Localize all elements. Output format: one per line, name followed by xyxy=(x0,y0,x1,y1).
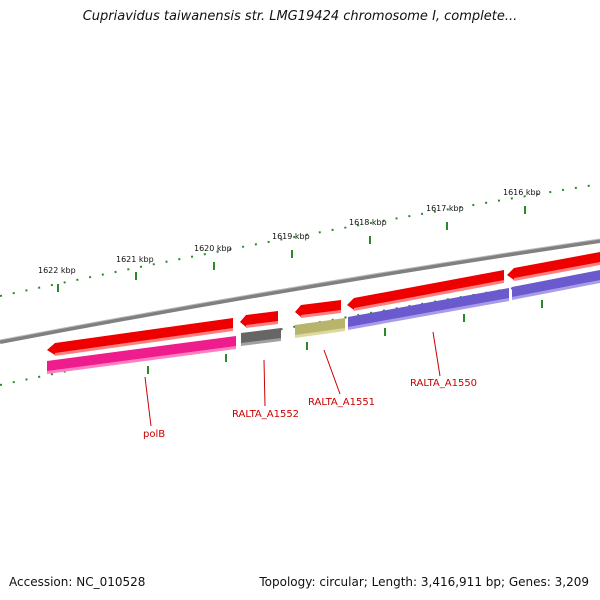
kbp-label-1616: 1616 kbp xyxy=(503,188,541,197)
cds-arrow[interactable] xyxy=(47,318,233,355)
gene-block[interactable] xyxy=(512,270,600,299)
cds-arrow[interactable] xyxy=(347,270,504,310)
major-ticks-lower xyxy=(147,300,543,374)
topology-summary: Topology: circular; Length: 3,416,911 bp… xyxy=(259,575,589,589)
gene-block-polB[interactable] xyxy=(47,336,236,373)
kbp-label-1619: 1619 kbp xyxy=(272,232,310,241)
major-ticks-upper xyxy=(57,206,526,292)
kbp-label-1621: 1621 kbp xyxy=(116,255,154,264)
gene-label-polB[interactable]: polB xyxy=(143,429,165,440)
map-title: Cupriavidus taiwanensis str. LMG19424 ch… xyxy=(82,9,518,24)
gene-label-RALTA_A1550[interactable]: RALTA_A1550 xyxy=(410,378,477,389)
kbp-label-1617: 1617 kbp xyxy=(426,204,464,213)
gene-track xyxy=(47,270,600,374)
gene-label-RALTA_A1551[interactable]: RALTA_A1551 xyxy=(308,397,375,408)
kbp-label-1620: 1620 kbp xyxy=(194,244,232,253)
kbp-label-1618: 1618 kbp xyxy=(349,218,387,227)
gene-label-RALTA_A1552[interactable]: RALTA_A1552 xyxy=(232,409,299,420)
chromosome-backbone xyxy=(0,239,600,344)
accession-text: Accession: NC_010528 xyxy=(9,575,146,589)
gene-block-RALTA_A1550[interactable] xyxy=(348,288,509,329)
gene-block-RALTA_A1551[interactable] xyxy=(295,318,345,337)
forward-cds-track xyxy=(47,252,600,356)
cds-arrow[interactable] xyxy=(507,252,600,280)
kbp-label-1622: 1622 kbp xyxy=(38,266,76,275)
